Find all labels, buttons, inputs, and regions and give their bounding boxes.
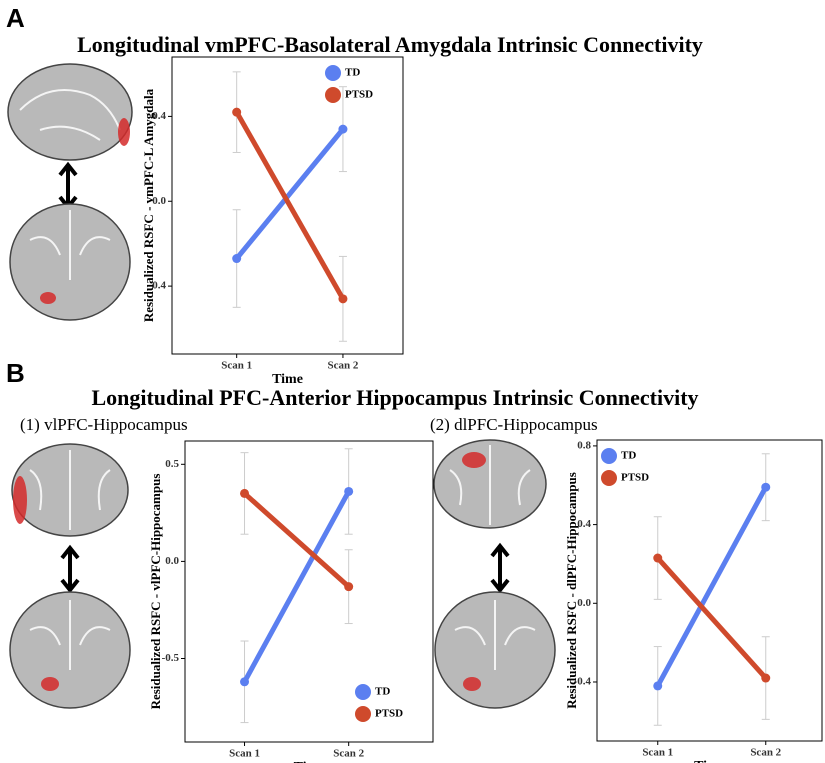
x-tick-label: Scan 2 [333, 748, 364, 760]
x-axis-label: Time [272, 372, 303, 387]
point [653, 554, 662, 563]
point [653, 681, 662, 690]
y-axis-label: Residualized RSFC - vlPFC-Hippocampus [148, 474, 163, 710]
panel-label: B [6, 358, 25, 388]
legend-label: TD [621, 450, 636, 462]
series-line [237, 112, 343, 299]
point [338, 125, 347, 134]
legend-swatch [325, 65, 341, 81]
legend-swatch [601, 470, 617, 486]
legend-label: TD [375, 686, 390, 698]
legend-swatch [601, 448, 617, 464]
legend-swatch [325, 87, 341, 103]
plot-frame [185, 441, 433, 742]
point [761, 674, 770, 683]
y-tick-label: 0.0 [165, 555, 179, 567]
x-tick-label: Scan 1 [229, 748, 260, 760]
point [240, 677, 249, 686]
y-tick-label: 0.5 [165, 458, 179, 470]
legend-label: PTSD [375, 708, 403, 720]
legend-label: PTSD [345, 89, 373, 101]
series-line [245, 491, 349, 681]
series-line [245, 493, 349, 586]
legend-label: TD [345, 67, 360, 79]
point [240, 489, 249, 498]
panel-title: Longitudinal PFC-Anterior Hippocampus In… [91, 385, 698, 410]
series-line [237, 129, 343, 258]
y-tick-label: -0.5 [162, 652, 180, 664]
point [232, 108, 241, 117]
x-tick-label: Scan 1 [221, 360, 252, 372]
x-tick-label: Scan 2 [328, 360, 359, 372]
x-tick-label: Scan 1 [642, 747, 673, 759]
y-axis-label: Residualized RSFC - dlPFC-Hippocampus [564, 472, 579, 709]
point [761, 483, 770, 492]
subtitle: (2) dlPFC-Hippocampus [430, 415, 598, 434]
panel-label: A [6, 3, 25, 33]
legend-swatch [355, 706, 371, 722]
point [232, 254, 241, 263]
x-axis-label: Time [694, 759, 725, 763]
figure: A Longitudinal vmPFC-Basolateral Amygdal… [0, 0, 825, 763]
series-line [658, 487, 766, 686]
legend-label: PTSD [621, 472, 649, 484]
subtitle: (1) vlPFC-Hippocampus [20, 415, 188, 434]
y-tick-label: 0.8 [577, 439, 591, 451]
y-axis-label: Residualized RSFC - vmPFC-L Amygdala [141, 88, 156, 322]
y-tick-label: 0.0 [577, 597, 591, 609]
point [338, 294, 347, 303]
y-tick-label: 0.4 [577, 518, 591, 530]
point [344, 582, 353, 591]
point [344, 487, 353, 496]
x-tick-label: Scan 2 [750, 747, 781, 759]
legend-swatch [355, 684, 371, 700]
panel-title: Longitudinal vmPFC-Basolateral Amygdala … [77, 32, 703, 57]
